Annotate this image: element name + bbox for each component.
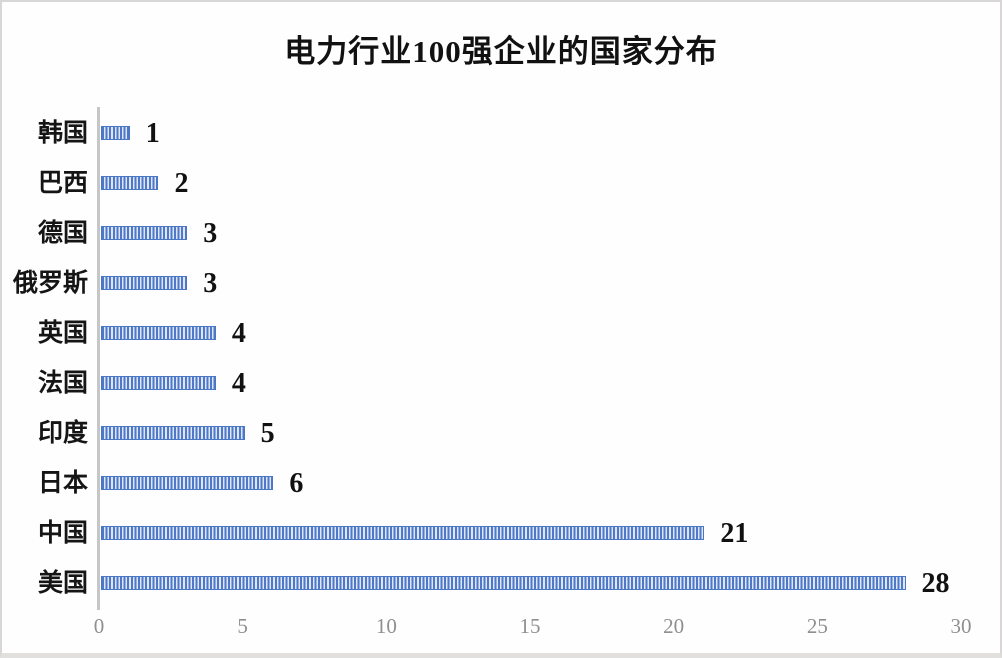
bar bbox=[101, 176, 159, 190]
value-label: 28 bbox=[921, 568, 950, 599]
bar bbox=[101, 526, 705, 540]
value-label: 4 bbox=[231, 318, 246, 349]
bar bbox=[101, 476, 274, 490]
bar bbox=[101, 376, 216, 390]
chart-row: 中国 21 bbox=[2, 509, 1000, 559]
chart-title: 电力行业100强企业的国家分布 bbox=[284, 34, 718, 69]
value-label: 5 bbox=[260, 418, 275, 449]
category-label: 巴西 bbox=[37, 170, 88, 197]
category-label: 日本 bbox=[37, 470, 88, 497]
value-label: 1 bbox=[145, 118, 160, 149]
x-tick-label: 15 bbox=[519, 614, 541, 638]
chart-row: 印度 5 bbox=[2, 409, 1000, 459]
x-tick-label: 25 bbox=[806, 614, 828, 638]
chart-row: 俄罗斯 3 bbox=[2, 259, 1000, 309]
chart-row: 美国 28 bbox=[2, 559, 1000, 609]
y-axis-line bbox=[97, 107, 100, 610]
value-label: 4 bbox=[231, 368, 246, 399]
category-label: 法国 bbox=[37, 370, 88, 397]
category-label: 美国 bbox=[37, 570, 88, 597]
category-label: 韩国 bbox=[37, 120, 88, 147]
bar bbox=[101, 276, 188, 290]
chart-row: 日本 6 bbox=[2, 459, 1000, 509]
value-label: 2 bbox=[174, 168, 189, 199]
category-label: 俄罗斯 bbox=[12, 270, 88, 297]
chart-row: 法国 4 bbox=[2, 359, 1000, 409]
x-tick-label: 10 bbox=[375, 614, 397, 638]
bar bbox=[101, 576, 906, 590]
bar bbox=[101, 126, 130, 140]
bar bbox=[101, 226, 188, 240]
x-tick-label: 20 bbox=[663, 614, 685, 638]
category-label: 中国 bbox=[37, 520, 88, 547]
x-tick-label: 30 bbox=[950, 614, 972, 638]
x-tick-label: 0 bbox=[93, 614, 105, 638]
chart-row: 巴西 2 bbox=[2, 159, 1000, 209]
bar bbox=[101, 326, 216, 340]
value-label: 3 bbox=[203, 268, 218, 299]
category-label: 德国 bbox=[37, 220, 88, 247]
category-label: 印度 bbox=[37, 420, 88, 447]
x-tick-label: 5 bbox=[237, 614, 248, 638]
bar bbox=[101, 426, 245, 440]
category-label: 英国 bbox=[37, 320, 88, 347]
value-label: 21 bbox=[720, 518, 749, 549]
value-label: 6 bbox=[289, 468, 304, 499]
chart-row: 英国 4 bbox=[2, 309, 1000, 359]
chart-row: 德国 3 bbox=[2, 209, 1000, 259]
value-label: 3 bbox=[203, 218, 218, 249]
chart-row: 韩国 1 bbox=[2, 109, 1000, 159]
